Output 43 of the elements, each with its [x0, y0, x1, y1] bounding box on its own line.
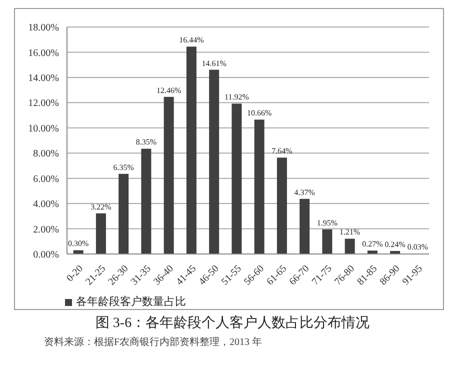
y-tick-label: 2.00% — [33, 224, 59, 236]
y-tick-label: 12.00% — [28, 98, 59, 110]
data-label: 12.46% — [156, 86, 182, 95]
y-tick-label: 10.00% — [28, 123, 59, 134]
text: 资料来源：根据F农商银行内部资料整理，2013 年 — [44, 336, 264, 349]
y-tick-label: 18.00% — [28, 22, 59, 34]
bar — [164, 96, 174, 254]
data-label: 0.03% — [407, 242, 428, 252]
y-tick-label: 14.00% — [28, 72, 59, 84]
text: 图 3-6：各年龄段个人客户人数占比分布情况 — [94, 314, 371, 332]
data-label: 11.92% — [224, 92, 250, 102]
bar — [322, 229, 332, 254]
y-tick-label: 0.00% — [33, 250, 59, 261]
data-label: 10.66% — [247, 108, 272, 118]
bar — [232, 104, 242, 254]
bar — [96, 213, 106, 254]
data-label: 4.37% — [294, 188, 316, 197]
data-label: 0.30% — [68, 239, 89, 248]
y-tick-label: 16.00% — [28, 48, 59, 59]
bar — [186, 46, 196, 254]
data-label: 0.24% — [384, 240, 406, 249]
bar — [141, 148, 152, 254]
data-label: 7.64% — [272, 146, 293, 156]
data-label: 3.22% — [90, 202, 112, 212]
data-label: 8.35% — [136, 138, 157, 147]
data-label: 0.27% — [362, 240, 384, 249]
bar — [300, 198, 310, 254]
bar — [344, 238, 355, 254]
y-tick-label: 8.00% — [33, 148, 59, 160]
y-tick-label: 6.00% — [33, 174, 59, 185]
bar — [73, 250, 84, 254]
data-label: 16.44% — [179, 36, 204, 45]
bar — [118, 174, 129, 254]
data-label: 6.35% — [113, 162, 134, 172]
legend-label: 各年龄段客户数量占比 — [76, 296, 186, 308]
bar — [254, 120, 264, 254]
x-tick-label: 0-20 — [64, 263, 86, 284]
y-tick-label: 4.00% — [33, 199, 59, 210]
data-label: 14.61% — [202, 58, 227, 68]
data-label: 1.95% — [316, 218, 338, 228]
bar — [209, 70, 220, 254]
data-label: 1.21% — [340, 228, 360, 237]
bar — [276, 158, 287, 254]
